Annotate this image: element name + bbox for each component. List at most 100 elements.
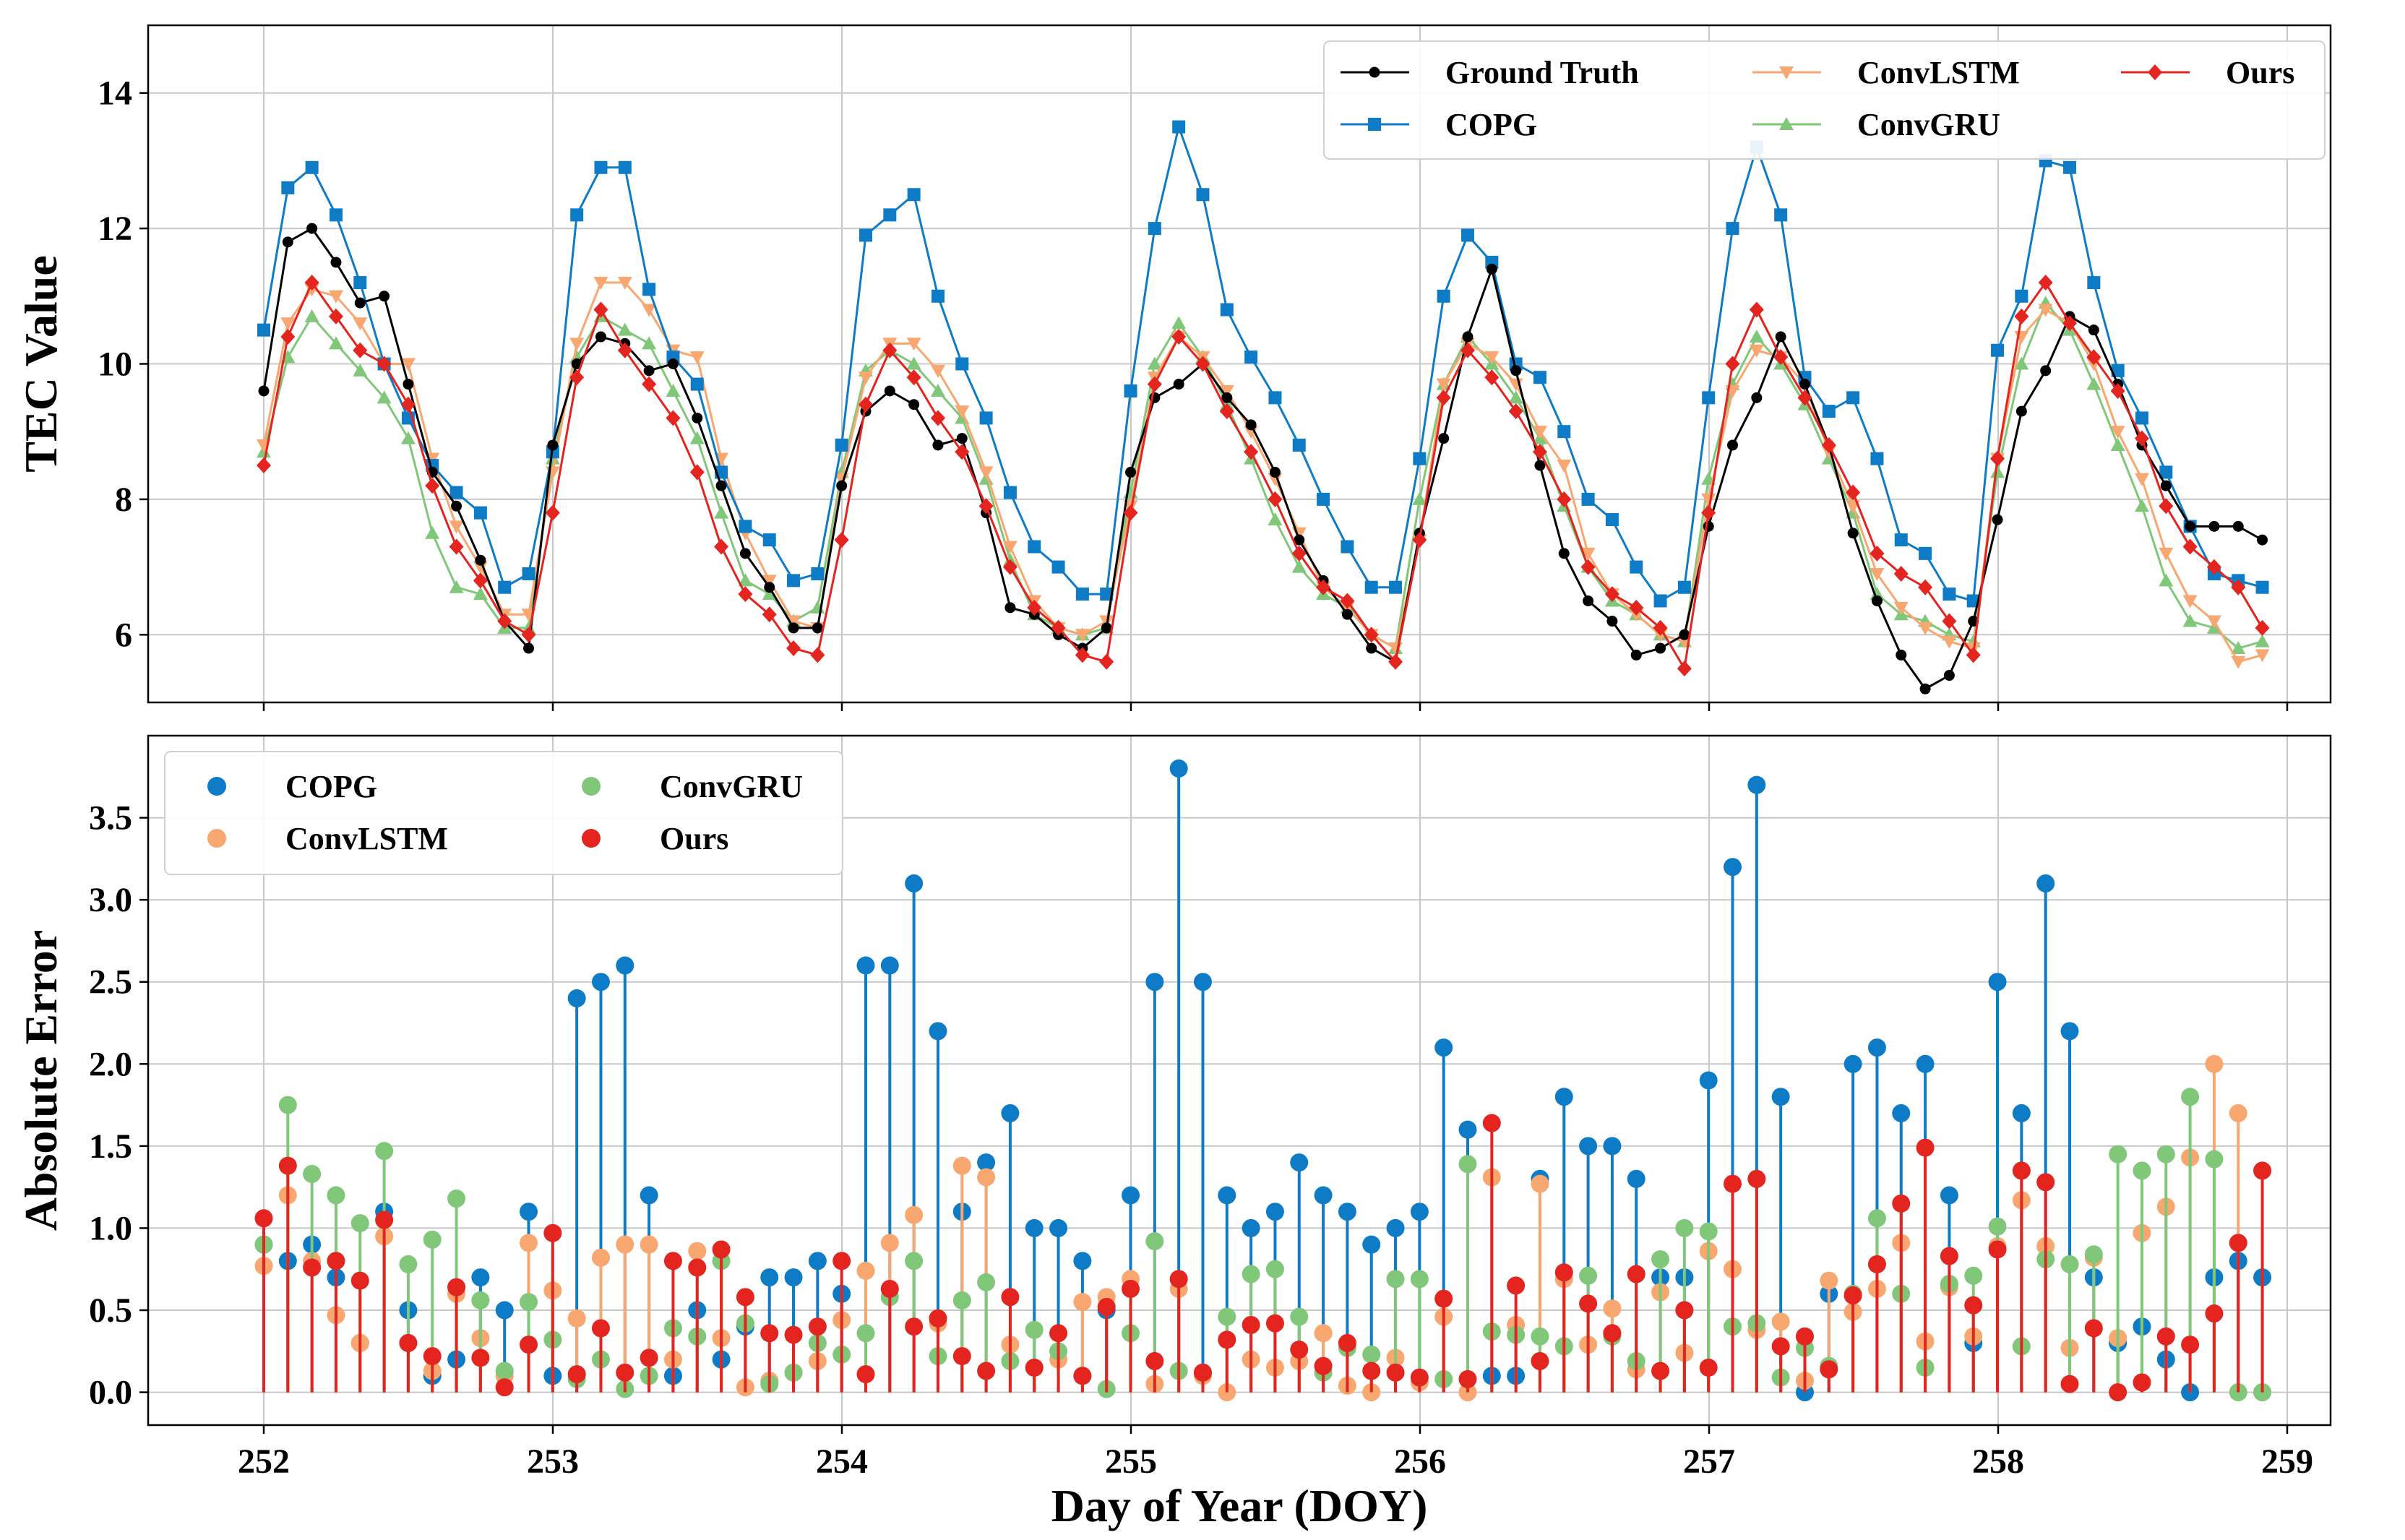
stem-head-copg: [1001, 1104, 1020, 1122]
point-convlstm: [400, 358, 416, 371]
point-ours: [2134, 430, 2149, 447]
point-ground-truth: [2015, 405, 2027, 417]
legend-entry-convgru: ConvGRU: [582, 769, 803, 804]
point-ground-truth: [1221, 392, 1233, 403]
point-copg: [979, 411, 993, 425]
stem-head-copg: [1025, 1218, 1044, 1237]
stem-head-ours: [1434, 1289, 1453, 1308]
point-ours: [1870, 545, 1885, 562]
stem-head-ours: [543, 1223, 562, 1242]
point-convlstm: [353, 317, 368, 331]
point-ours: [978, 498, 994, 515]
point-convlstm: [906, 337, 921, 351]
stem-head-copg: [1940, 1186, 1958, 1205]
stem-head-convlstm: [1073, 1293, 1092, 1312]
point-ground-truth: [739, 548, 751, 559]
point-ours: [882, 342, 898, 358]
point-ours: [689, 464, 705, 481]
point-ground-truth: [764, 582, 775, 593]
point-copg: [1991, 343, 2005, 357]
point-convgru: [2231, 641, 2246, 655]
stem-head-convlstm: [591, 1248, 610, 1267]
point-ground-truth: [2185, 520, 2196, 532]
point-ground-truth: [667, 358, 679, 369]
legend-entry-convlstm: ConvLSTM: [1752, 55, 2020, 90]
point-copg: [883, 208, 897, 222]
stem-head-copg: [2060, 1022, 2079, 1041]
legend-entry-ours: Ours: [2121, 55, 2294, 90]
stem-head-ours: [905, 1317, 924, 1336]
point-convlstm: [2110, 426, 2125, 439]
y-tick-label: 3.0: [89, 881, 132, 919]
point-copg: [1172, 120, 1186, 134]
point-convlstm: [473, 561, 488, 575]
stem-head-ours: [1747, 1169, 1766, 1188]
point-copg: [1533, 371, 1546, 384]
stem-head-ours: [1867, 1255, 1886, 1273]
point-convgru: [377, 390, 392, 404]
point-copg: [1846, 391, 1860, 405]
point-copg: [739, 520, 752, 533]
stem-head-ours: [1169, 1270, 1188, 1289]
point-convlstm: [1268, 473, 1283, 486]
stem-head-convlstm: [688, 1242, 707, 1260]
point-ours: [1244, 444, 1259, 460]
stem-head-ours: [1940, 1247, 1958, 1265]
legend-top: Ground Truth COPG ConvLSTM ConvGRU Ours: [1323, 40, 2326, 160]
stem-head-copg: [1242, 1218, 1260, 1237]
stem-head-convgru: [2156, 1145, 2175, 1163]
stem-head-copg: [616, 956, 634, 975]
y-tick-label: 14: [98, 74, 132, 113]
point-convlstm: [1749, 344, 1764, 358]
point-copg: [1677, 580, 1691, 594]
stem-head-convgru: [2084, 1245, 2103, 1264]
point-copg: [2015, 289, 2028, 303]
stem-head-ours: [1554, 1263, 1573, 1282]
stem-head-copg: [1193, 973, 1212, 991]
stem-head-ours: [1988, 1240, 2007, 1259]
stem-head-ours: [1771, 1337, 1790, 1356]
point-ours: [859, 396, 873, 413]
stem-head-ours: [1242, 1315, 1260, 1334]
point-convlstm: [328, 290, 343, 304]
point-ours: [1580, 559, 1596, 575]
point-ground-truth: [1727, 439, 1739, 451]
point-copg: [2159, 465, 2173, 479]
point-convlstm: [1075, 629, 1090, 642]
stem-head-ours: [1892, 1194, 1911, 1213]
stem-head-copg: [856, 956, 875, 975]
point-ground-truth: [932, 439, 944, 451]
legend-entry-ours: Ours: [582, 821, 728, 856]
point-copg: [305, 160, 319, 174]
point-ground-truth: [692, 412, 703, 423]
stem-head-convgru: [1265, 1260, 1284, 1278]
stem-head-convgru: [1410, 1270, 1429, 1289]
point-ground-truth: [1486, 263, 1497, 275]
point-ours: [1388, 653, 1403, 670]
stem-head-copg: [808, 1252, 827, 1270]
stem-series-ours: [254, 1114, 2272, 1402]
point-copg: [1726, 222, 1739, 236]
point-copg: [473, 506, 487, 520]
point-convlstm: [280, 317, 296, 331]
point-convgru: [2159, 573, 2174, 587]
stem-head-copg: [1169, 759, 1188, 778]
point-ours: [1797, 390, 1812, 406]
point-ours: [2086, 349, 2101, 366]
series-line-ours: [262, 280, 2263, 672]
y-tick-label: 3.5: [89, 799, 132, 838]
point-copg: [1413, 452, 1427, 465]
stem-head-copg: [760, 1268, 779, 1287]
stem-head-ours: [495, 1378, 514, 1397]
point-ground-truth: [2088, 324, 2099, 336]
point-convgru: [425, 525, 440, 539]
stem-head-copg: [1049, 1218, 1068, 1237]
point-ground-truth: [2208, 520, 2220, 532]
point-ours: [642, 376, 657, 392]
point-convgru: [906, 356, 921, 370]
point-convgru: [762, 587, 777, 601]
stem-head-convgru: [2133, 1161, 2151, 1180]
tec-value-panel: 6 8 10 12 14 TEC Value Ground Truth COPG ConvLST…: [15, 24, 2332, 711]
point-convgru: [714, 505, 729, 519]
point-convlstm: [593, 277, 608, 291]
